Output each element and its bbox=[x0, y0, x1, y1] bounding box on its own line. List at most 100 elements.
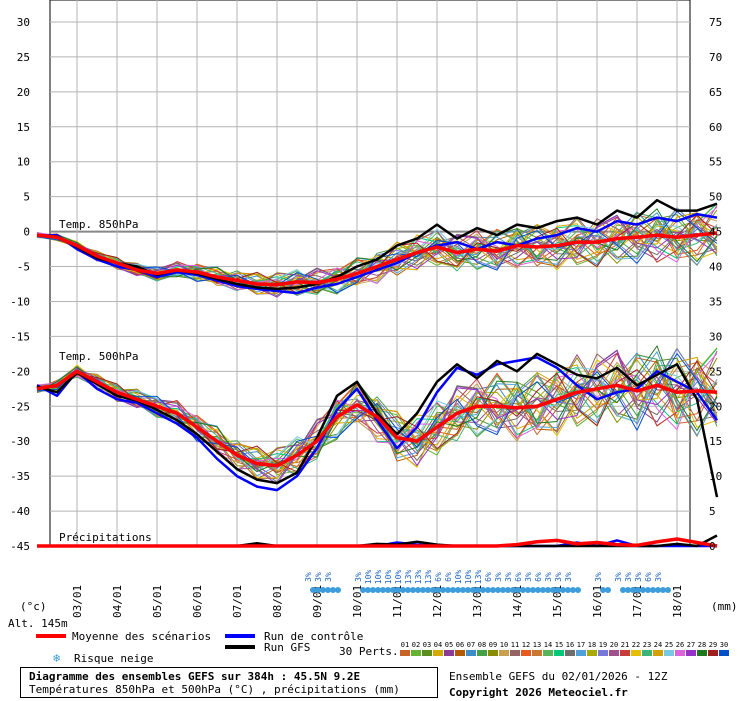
snow-risk-label: 3% bbox=[634, 572, 643, 582]
snow-risk-dot bbox=[660, 587, 666, 593]
perturbation-number: 05 bbox=[445, 641, 453, 649]
perturbation-swatch bbox=[521, 650, 531, 656]
y-left-tick-label: -5 bbox=[17, 261, 30, 274]
y-left-tick-label: -10 bbox=[10, 295, 30, 308]
y-left-tick-label: 15 bbox=[17, 121, 30, 134]
snow-risk-label: 3% bbox=[524, 572, 533, 582]
x-date-label: 14/01 bbox=[511, 585, 524, 618]
snow-risk-dot bbox=[320, 587, 326, 593]
snow-risk-dot bbox=[475, 587, 481, 593]
perturbation-swatch bbox=[609, 650, 619, 656]
perturbation-number: 28 bbox=[698, 641, 706, 649]
snow-risk-label: 6% bbox=[484, 572, 493, 582]
snow-risk-dot bbox=[665, 587, 671, 593]
snow-risk-label: 3% bbox=[494, 572, 503, 582]
x-date-label: 06/01 bbox=[191, 585, 204, 618]
y-right-tick-label: 75 bbox=[709, 16, 722, 29]
perturbation-number: 17 bbox=[577, 641, 585, 649]
y-right-tick-label: 20 bbox=[709, 400, 722, 413]
copyright: Copyright 2026 Meteociel.fr bbox=[449, 686, 628, 699]
snow-risk-label: 6% bbox=[644, 572, 653, 582]
snow-risk-dot bbox=[390, 587, 396, 593]
perturbation-line bbox=[36, 205, 718, 291]
perturbation-swatch bbox=[686, 650, 696, 656]
perturbation-number: 02 bbox=[412, 641, 420, 649]
chart-subtitle: Températures 850hPa et 500hPa (°C) , pré… bbox=[29, 683, 400, 696]
x-date-label: 15/01 bbox=[551, 585, 564, 618]
snow-risk-dot bbox=[385, 587, 391, 593]
legend-gfs-label: Run GFS bbox=[264, 641, 310, 654]
snow-risk-dot bbox=[505, 587, 511, 593]
snow-risk-dot bbox=[510, 587, 516, 593]
series-line bbox=[36, 369, 718, 468]
snow-risk-dot bbox=[315, 587, 321, 593]
snowflake-icon: ❄ bbox=[53, 651, 60, 665]
snow-risk-dot bbox=[375, 587, 381, 593]
perturbation-number: 07 bbox=[467, 641, 475, 649]
snow-risk-label: 3% bbox=[314, 572, 323, 582]
snow-risk-dot bbox=[400, 587, 406, 593]
perturbation-line bbox=[36, 347, 718, 470]
snow-risk-dot bbox=[425, 587, 431, 593]
snow-risk-dot bbox=[620, 587, 626, 593]
perturbation-number: 20 bbox=[610, 641, 618, 649]
perturbation-number: 11 bbox=[511, 641, 519, 649]
snow-risk-label: 10% bbox=[454, 570, 463, 585]
snow-risk-label: 13% bbox=[474, 570, 483, 585]
snow-risk-dot bbox=[485, 587, 491, 593]
perturbation-number: 19 bbox=[599, 641, 607, 649]
series-line bbox=[36, 356, 719, 492]
snow-risk-dot bbox=[310, 587, 316, 593]
y-left-tick-label: -35 bbox=[10, 470, 30, 483]
snow-risk-dot bbox=[330, 587, 336, 593]
perturbation-swatch bbox=[708, 650, 718, 656]
snow-risk-label: 10% bbox=[384, 570, 393, 585]
snow-risk-dot bbox=[325, 587, 331, 593]
snow-risk-label: 13% bbox=[424, 570, 433, 585]
perturbation-swatch bbox=[631, 650, 641, 656]
perturbation-swatch bbox=[543, 650, 553, 656]
perturbation-swatch bbox=[411, 650, 421, 656]
y-left-tick-label: -30 bbox=[10, 435, 30, 448]
snow-risk-dot bbox=[655, 587, 661, 593]
snow-risk-label: 3% bbox=[614, 572, 623, 582]
series-line bbox=[36, 212, 718, 295]
y-right-tick-label: 35 bbox=[709, 295, 722, 308]
perturbation-swatch bbox=[499, 650, 509, 656]
snow-risk-dot bbox=[565, 587, 571, 593]
snow-risk-label: 3% bbox=[304, 572, 313, 582]
x-date-label: 13/01 bbox=[471, 585, 484, 618]
y-right-tick-label: 15 bbox=[709, 435, 722, 448]
snow-risk-dot bbox=[460, 587, 466, 593]
snow-risk-label: 6% bbox=[434, 572, 443, 582]
x-date-label: 18/01 bbox=[671, 585, 684, 618]
y-right-tick-label: 65 bbox=[709, 86, 722, 99]
snow-risk-label: 6% bbox=[444, 572, 453, 582]
snow-risk-dot bbox=[530, 587, 536, 593]
y-right-tick-label: 10 bbox=[709, 470, 722, 483]
panel-label-t500: Temp. 500hPa bbox=[59, 350, 138, 363]
y-right-tick-label: 30 bbox=[709, 330, 722, 343]
snow-risk-dot bbox=[525, 587, 531, 593]
y-left-tick-label: -45 bbox=[10, 540, 30, 553]
y-right-tick-label: 0 bbox=[709, 540, 716, 553]
perturbation-swatch bbox=[653, 650, 663, 656]
snow-risk-dot bbox=[410, 587, 416, 593]
perturbation-swatch bbox=[510, 650, 520, 656]
snow-risk-dot bbox=[630, 587, 636, 593]
perturbation-swatch bbox=[400, 650, 410, 656]
perturbation-number: 10 bbox=[500, 641, 508, 649]
series-line bbox=[36, 231, 718, 287]
perturbation-number: 27 bbox=[687, 641, 695, 649]
chart-title-box: Diagramme des ensembles GEFS sur 384h : … bbox=[20, 667, 438, 698]
perturbation-swatch bbox=[598, 650, 608, 656]
x-date-label: 11/01 bbox=[391, 585, 404, 618]
perturbation-swatch bbox=[532, 650, 542, 656]
snow-risk-dot bbox=[605, 587, 611, 593]
perturbation-number: 13 bbox=[533, 641, 541, 649]
snow-risk-label: 3% bbox=[654, 572, 663, 582]
perturbation-number: 30 bbox=[720, 641, 728, 649]
chart-title: Diagramme des ensembles GEFS sur 384h : … bbox=[29, 670, 361, 683]
altitude-label: Alt. 145m bbox=[8, 617, 68, 630]
y-left-tick-label: 0 bbox=[23, 226, 30, 239]
